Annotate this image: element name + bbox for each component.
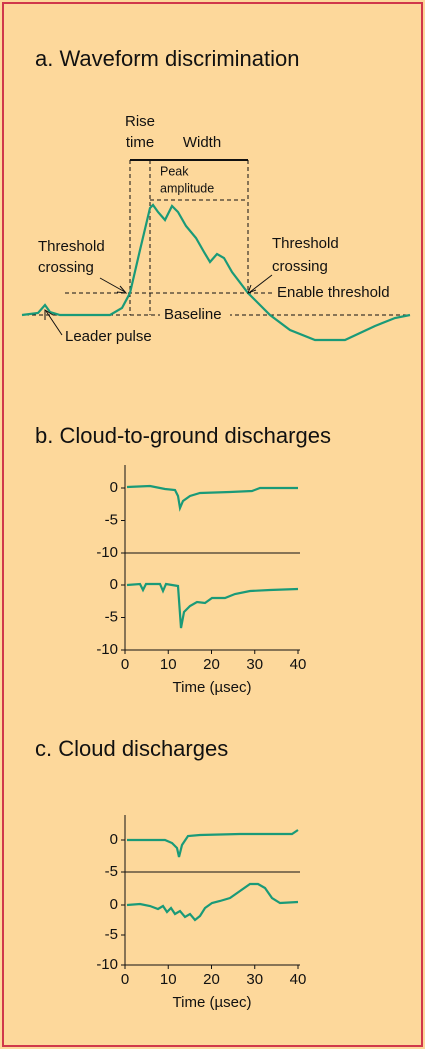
y-tick-label: -10	[96, 641, 118, 658]
waveform	[21, 203, 411, 342]
label: crossing	[272, 258, 328, 275]
x-tick-label: 0	[121, 971, 129, 988]
panel-title: b. Cloud-to-ground discharges	[35, 423, 331, 448]
label: Baseline	[164, 306, 222, 323]
label: Width	[183, 134, 221, 151]
waveform	[126, 484, 298, 512]
x-tick-label: 10	[160, 656, 177, 673]
waveform	[126, 882, 299, 922]
label: Leader pulse	[65, 328, 152, 345]
waveform	[127, 829, 299, 858]
y-tick-label: -5	[105, 511, 118, 528]
x-tick-label: 20	[203, 971, 220, 988]
label: Threshold	[272, 235, 339, 252]
waveform-diagram	[21, 159, 411, 342]
y-tick-label: -10	[96, 956, 118, 973]
label: crossing	[38, 259, 94, 276]
arrow	[99, 277, 128, 294]
label: amplitude	[160, 181, 214, 195]
x-tick-label: 30	[246, 971, 263, 988]
y-tick-label: -10	[96, 544, 118, 561]
y-tick-label: 0	[110, 479, 118, 496]
x-axis-label: Time (µsec)	[173, 679, 252, 696]
arrow	[44, 309, 63, 336]
y-tick-label: 0	[110, 831, 118, 848]
y-tick-label: -5	[105, 926, 118, 943]
x-axis-label: Time (µsec)	[173, 994, 252, 1011]
label: Rise	[125, 113, 155, 130]
waveform	[126, 582, 299, 629]
y-tick-label: 0	[110, 576, 118, 593]
label: Threshold	[38, 238, 105, 255]
x-tick-label: 40	[290, 971, 307, 988]
panel-title: c. Cloud discharges	[35, 736, 228, 761]
x-tick-label: 40	[290, 656, 307, 673]
x-tick-label: 10	[160, 971, 177, 988]
arrow	[247, 274, 273, 294]
y-tick-label: -5	[105, 608, 118, 625]
panel-title: a. Waveform discrimination	[35, 46, 299, 71]
x-tick-label: 20	[203, 656, 220, 673]
label: time	[126, 134, 154, 151]
y-tick-label: -5	[105, 863, 118, 880]
y-tick-label: 0	[110, 896, 118, 913]
x-tick-label: 0	[121, 656, 129, 673]
label-bg	[160, 306, 230, 324]
x-tick-label: 30	[246, 656, 263, 673]
label: Peak	[160, 164, 189, 178]
label: Enable threshold	[277, 284, 390, 301]
